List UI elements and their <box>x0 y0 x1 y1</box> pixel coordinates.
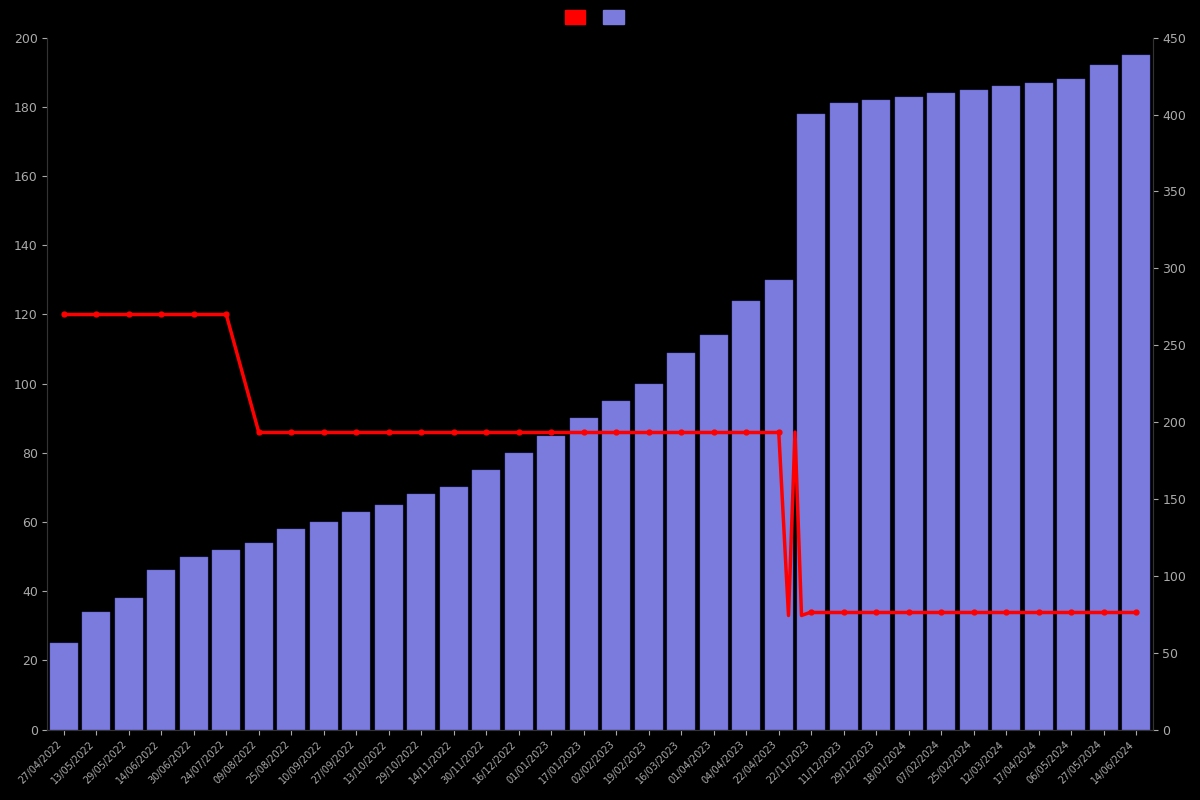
Bar <box>700 335 727 730</box>
Legend: , : , <box>564 10 636 25</box>
Bar <box>992 86 1020 730</box>
Bar <box>473 470 500 730</box>
Bar <box>50 643 78 730</box>
Bar <box>277 529 305 730</box>
Bar <box>115 598 143 730</box>
Bar <box>538 435 565 730</box>
Bar <box>960 90 988 730</box>
Bar <box>635 384 662 730</box>
Bar <box>83 612 110 730</box>
Bar <box>928 93 955 730</box>
Bar <box>505 453 533 730</box>
Bar <box>342 512 370 730</box>
Bar <box>1025 82 1052 730</box>
Bar <box>180 557 208 730</box>
Bar <box>732 301 760 730</box>
Bar <box>798 114 826 730</box>
Bar <box>830 103 858 730</box>
Bar <box>1057 79 1085 730</box>
Bar <box>440 487 468 730</box>
Bar <box>374 505 402 730</box>
Bar <box>310 522 337 730</box>
Bar <box>1122 55 1150 730</box>
Bar <box>863 100 890 730</box>
Bar <box>148 570 175 730</box>
Bar <box>602 401 630 730</box>
Bar <box>667 353 695 730</box>
Bar <box>408 494 436 730</box>
Bar <box>764 280 792 730</box>
Bar <box>895 97 923 730</box>
Bar <box>212 550 240 730</box>
Bar <box>1090 66 1117 730</box>
Bar <box>245 543 272 730</box>
Bar <box>570 418 598 730</box>
